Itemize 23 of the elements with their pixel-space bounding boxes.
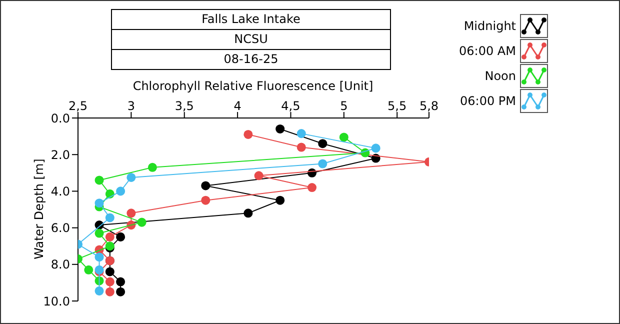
y-axis-title: Water Depth [m] — [32, 158, 46, 260]
y-tick-label: 6.0 — [50, 221, 70, 236]
text: 08-16-25 — [111, 50, 391, 70]
legend-label: 06:00 PM — [459, 94, 516, 108]
y-tick-label: 2.0 — [50, 148, 70, 162]
y-tick-label: 8.0 — [50, 258, 70, 272]
legend-label: Noon — [484, 68, 516, 82]
x-tick-label: 3 — [127, 99, 135, 113]
x-tick-label: 5,8 — [419, 99, 439, 113]
x-tick-label: 5 — [340, 99, 348, 113]
y-tick-label: 0.0 — [50, 111, 70, 126]
x-tick-label: 5,5 — [388, 99, 407, 113]
x-tick-label: 2,5 — [68, 99, 88, 113]
y-tick-label: 4.0 — [50, 184, 70, 198]
x-tick-label: 4 — [234, 99, 242, 113]
chart-title: Falls Lake Intake — [111, 9, 391, 30]
x-tick-label: 3,5 — [174, 99, 194, 113]
chart-subtitle: NCSU — [111, 30, 391, 50]
x-tick-label: 4,5 — [281, 99, 300, 113]
legend-label: Midnight — [462, 18, 516, 32]
legend-label: 06:00 AM — [458, 44, 516, 58]
y-tick-label: 10.0 — [43, 294, 70, 308]
x-axis-title: Chlorophyll Relative Fluorescence [Unit] — [132, 79, 374, 93]
